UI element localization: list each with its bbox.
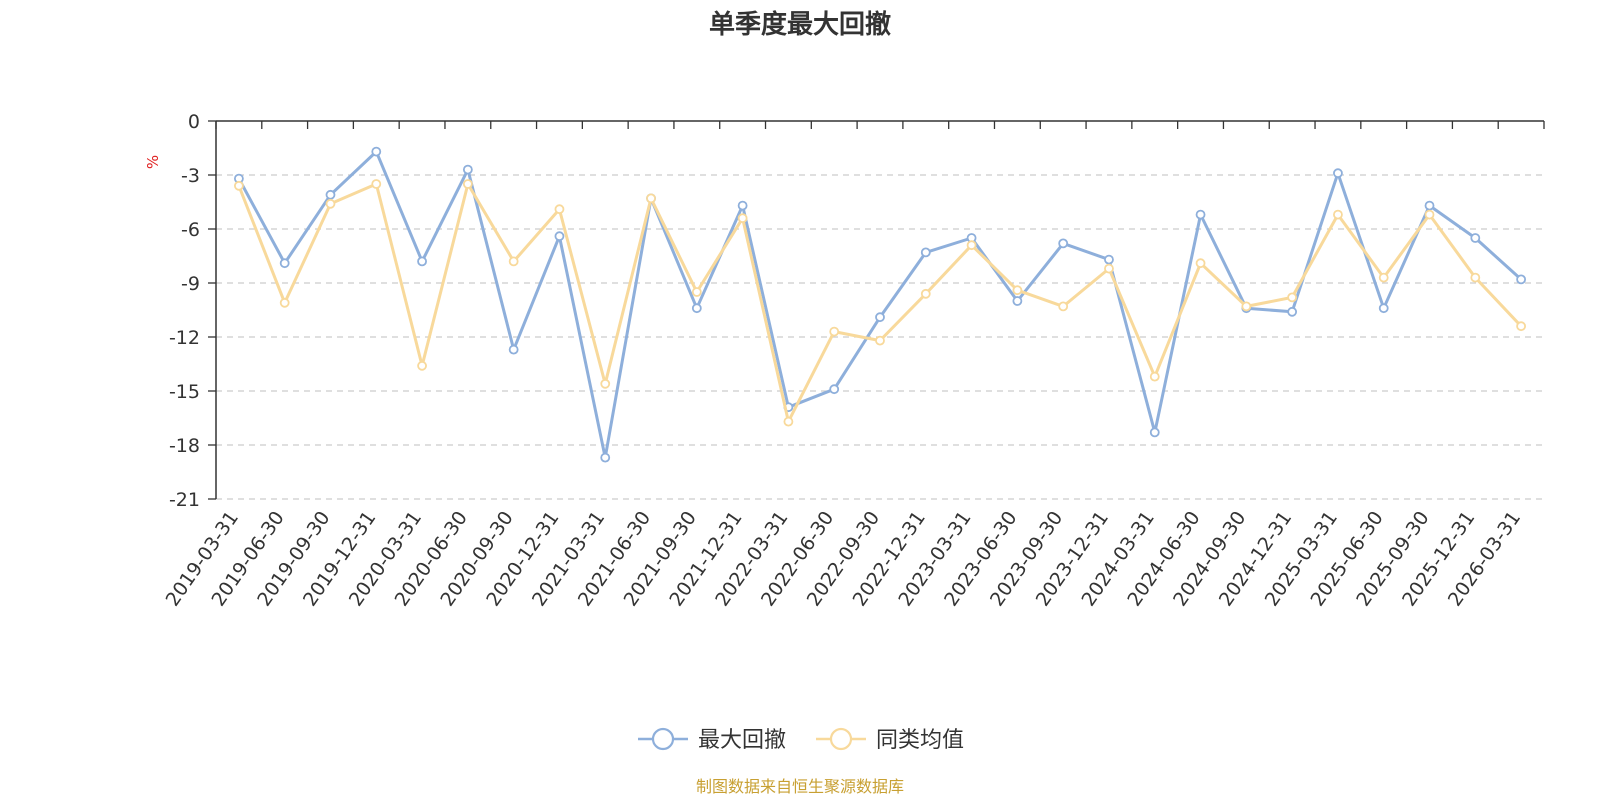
series-lines bbox=[233, 146, 1527, 463]
legend-label: 最大回撤 bbox=[698, 728, 786, 753]
data-point[interactable] bbox=[920, 288, 931, 299]
legend-label: 同类均值 bbox=[876, 728, 964, 753]
series-0 bbox=[233, 146, 1527, 463]
data-point[interactable] bbox=[279, 258, 290, 269]
data-point[interactable] bbox=[875, 312, 885, 323]
series-1 bbox=[233, 179, 1527, 427]
legend-circle-icon bbox=[651, 727, 675, 751]
data-point[interactable] bbox=[417, 360, 427, 371]
data-point[interactable] bbox=[1378, 272, 1389, 283]
data-point[interactable] bbox=[1287, 292, 1298, 303]
data-point[interactable] bbox=[1149, 427, 1160, 438]
data-point[interactable] bbox=[875, 335, 885, 346]
data-point[interactable] bbox=[1195, 258, 1206, 269]
data-point[interactable] bbox=[1241, 301, 1252, 312]
data-point[interactable] bbox=[1012, 296, 1023, 306]
data-point[interactable] bbox=[829, 326, 840, 337]
data-point[interactable] bbox=[279, 297, 290, 308]
data-point[interactable] bbox=[691, 303, 702, 314]
data-point[interactable] bbox=[325, 198, 336, 209]
data-point[interactable] bbox=[462, 164, 473, 175]
legend[interactable]: 最大回撤 同类均值 bbox=[638, 727, 964, 753]
y-tick-label: -9 bbox=[181, 273, 200, 295]
data-point[interactable] bbox=[462, 179, 473, 189]
data-point[interactable] bbox=[417, 256, 427, 267]
data-point[interactable] bbox=[1333, 168, 1343, 179]
data-point[interactable] bbox=[966, 240, 977, 251]
data-point[interactable] bbox=[737, 200, 748, 211]
legend-item-1[interactable]: 同类均值 bbox=[816, 727, 964, 753]
legend-item-0[interactable]: 最大回撤 bbox=[638, 727, 786, 753]
data-point[interactable] bbox=[600, 452, 611, 463]
y-tick-label: -21 bbox=[169, 489, 200, 511]
data-point[interactable] bbox=[691, 287, 702, 297]
data-point[interactable] bbox=[1012, 285, 1023, 296]
data-point[interactable] bbox=[508, 344, 519, 355]
data-point[interactable] bbox=[600, 378, 611, 389]
data-point[interactable] bbox=[1378, 303, 1389, 314]
data-point[interactable] bbox=[233, 180, 244, 191]
data-point[interactable] bbox=[829, 384, 840, 395]
data-point[interactable] bbox=[554, 231, 565, 242]
data-point[interactable] bbox=[325, 189, 336, 200]
data-point[interactable] bbox=[1470, 233, 1481, 243]
data-point[interactable] bbox=[1516, 274, 1527, 285]
data-point[interactable] bbox=[1516, 321, 1527, 332]
data-point[interactable] bbox=[508, 256, 519, 267]
data-point[interactable] bbox=[1058, 238, 1069, 249]
data-point[interactable] bbox=[920, 247, 931, 258]
data-point[interactable] bbox=[1424, 200, 1435, 211]
data-point[interactable] bbox=[1104, 263, 1114, 274]
data-point[interactable] bbox=[554, 204, 565, 215]
series-line bbox=[237, 150, 1523, 460]
data-point[interactable] bbox=[1333, 209, 1343, 220]
y-unit-label: % bbox=[144, 155, 162, 169]
y-tick-label: -18 bbox=[169, 435, 200, 457]
data-point[interactable] bbox=[1287, 306, 1298, 317]
y-tick-label: -3 bbox=[181, 165, 200, 187]
y-tick-label: -12 bbox=[169, 327, 200, 349]
data-point[interactable] bbox=[1195, 209, 1206, 220]
legend-circle-icon bbox=[829, 727, 853, 751]
series-line bbox=[237, 182, 1523, 424]
y-tick-label: 0 bbox=[188, 111, 200, 133]
y-tick-label: -6 bbox=[181, 219, 200, 241]
data-point[interactable] bbox=[1149, 371, 1160, 382]
data-point[interactable] bbox=[1424, 209, 1435, 220]
chart-title: 单季度最大回撤 bbox=[709, 9, 891, 40]
y-tick-label: -15 bbox=[169, 381, 200, 403]
data-point[interactable] bbox=[371, 146, 382, 157]
source-note: 制图数据来自恒生聚源数据库 bbox=[696, 777, 904, 796]
data-point[interactable] bbox=[1104, 254, 1114, 265]
data-point[interactable] bbox=[737, 213, 748, 224]
data-point[interactable] bbox=[783, 416, 794, 427]
data-point[interactable] bbox=[1058, 301, 1069, 312]
data-point[interactable] bbox=[1470, 272, 1481, 283]
data-point[interactable] bbox=[646, 193, 656, 204]
data-point[interactable] bbox=[371, 179, 382, 189]
